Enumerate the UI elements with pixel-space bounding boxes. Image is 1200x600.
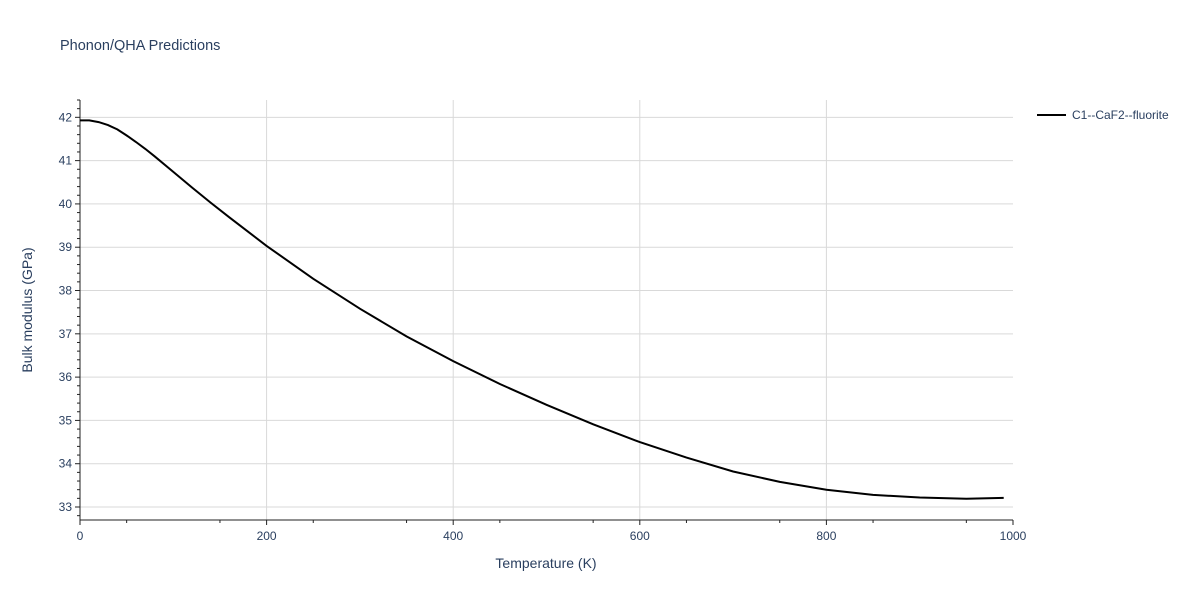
legend-label[interactable]: C1--CaF2--fluorite — [1072, 108, 1169, 122]
y-tick-label: 33 — [59, 500, 73, 514]
y-tick-label: 35 — [59, 413, 73, 427]
y-tick-label: 41 — [59, 154, 73, 168]
x-tick-label: 400 — [443, 529, 463, 543]
x-tick-label: 200 — [257, 529, 277, 543]
x-tick-label: 0 — [77, 529, 84, 543]
y-tick-label: 40 — [59, 197, 73, 211]
chart-title: Phonon/QHA Predictions — [60, 38, 220, 54]
y-tick-label: 39 — [59, 240, 73, 254]
x-tick-label: 800 — [816, 529, 836, 543]
axes: 0 200 400 600 800 1000 33 34 35 36 37 38 39 40 41 42 — [59, 99, 1027, 543]
y-tick-label: 36 — [59, 370, 73, 384]
series-line — [80, 119, 1004, 500]
y-tick-label: 38 — [59, 284, 73, 298]
x-tick-label: 600 — [630, 529, 650, 543]
x-axis-title: Temperature (K) — [495, 555, 596, 571]
y-tick-label: 37 — [59, 327, 73, 341]
y-tick-label: 42 — [59, 110, 73, 124]
legend[interactable]: C1--CaF2--fluorite — [1037, 108, 1169, 122]
gridlines — [80, 100, 1013, 520]
series-layer — [80, 119, 1004, 500]
y-tick-label: 34 — [59, 457, 73, 471]
y-axis-title: Bulk modulus (GPa) — [19, 247, 35, 372]
x-tick-label: 1000 — [1000, 529, 1027, 543]
